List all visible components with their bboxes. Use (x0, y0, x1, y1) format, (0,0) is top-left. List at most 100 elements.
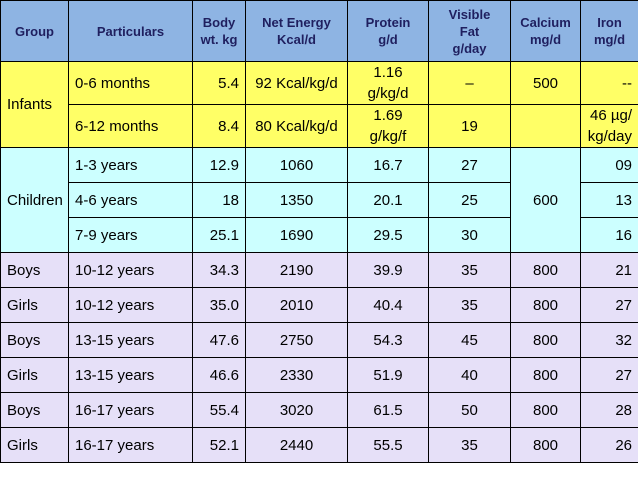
table-row: 4-6 years 18 1350 20.1 25 13 (1, 182, 638, 218)
fat-cell: 45 (428, 322, 511, 358)
particulars-cell: 16-17 years (68, 427, 193, 463)
protein-cell: 61.5 (347, 392, 429, 428)
table-row: 6-12 months 8.4 80 Kcal/kg/d 1.69 g/kg/f 19 4… (1, 104, 638, 148)
group-cell: Children (0, 147, 69, 253)
iron-cell: -- (580, 61, 638, 105)
energy-cell: 2190 (245, 252, 348, 288)
header-cell: Calcium mg/d (510, 0, 581, 62)
nutrition-table: Group Particulars Body wt. kg Net Energy Kc… (0, 0, 638, 463)
table-row: Girls 13-15 years 46.6 2330 51.9 40 800 27 (0, 357, 638, 393)
particulars-cell: 10-12 years (68, 252, 193, 288)
header-cell: Protein g/d (347, 0, 429, 62)
protein-cell: 40.4 (347, 287, 429, 323)
table-row: Boys 13-15 years 47.6 2750 54.3 45 800 32 (0, 322, 638, 358)
protein-cell: 29.5 (347, 217, 429, 253)
particulars-cell: 13-15 years (68, 357, 193, 393)
iron-cell: 27 (580, 357, 638, 393)
energy-cell: 2440 (245, 427, 348, 463)
fat-cell: 19 (428, 104, 511, 148)
particulars-cell: 10-12 years (68, 287, 193, 323)
fat-cell: – (428, 61, 511, 105)
fat-cell: 30 (428, 217, 511, 253)
iron-cell: 32 (580, 322, 638, 358)
body-wt-cell: 5.4 (192, 61, 246, 105)
energy-cell: 1350 (245, 182, 348, 218)
group-cell: Boys (0, 322, 69, 358)
fat-cell: 35 (428, 252, 511, 288)
particulars-cell: 6-12 months (68, 104, 193, 148)
body-wt-cell: 52.1 (192, 427, 246, 463)
energy-cell: 2010 (245, 287, 348, 323)
calcium-cell: 800 (510, 252, 581, 288)
table-row: Boys 16-17 years 55.4 3020 61.5 50 800 28 (0, 392, 638, 428)
iron-cell: 16 (580, 217, 638, 253)
energy-cell: 3020 (245, 392, 348, 428)
table-row: Infants 0-6 months 5.4 92 Kcal/kg/d 1.16 g/k… (0, 61, 638, 148)
particulars-cell: 4-6 years (68, 182, 193, 218)
header-cell: Particulars (68, 0, 193, 62)
energy-cell: 1060 (245, 147, 348, 183)
header-cell: Iron mg/d (580, 0, 638, 62)
calcium-cell: 600 (510, 147, 581, 253)
body-wt-cell: 46.6 (192, 357, 246, 393)
iron-cell: 46 µg/ kg/day (580, 104, 638, 148)
iron-cell: 21 (580, 252, 638, 288)
calcium-cell: 800 (510, 357, 581, 393)
body-wt-cell: 55.4 (192, 392, 246, 428)
energy-cell: 2330 (245, 357, 348, 393)
empty-cell (510, 104, 581, 148)
body-wt-cell: 25.1 (192, 217, 246, 253)
iron-cell: 09 (580, 147, 638, 183)
header-cell: Group (0, 0, 69, 62)
header-cell: Net Energy Kcal/d (245, 0, 348, 62)
protein-cell: 51.9 (347, 357, 429, 393)
protein-cell: 16.7 (347, 147, 429, 183)
table-row: Children 1-3 years 12.9 1060 16.7 27 600 09 (0, 147, 638, 253)
table-body: Infants 0-6 months 5.4 92 Kcal/kg/d 1.16 g/k… (0, 61, 638, 463)
table-row: Boys 10-12 years 34.3 2190 39.9 35 800 21 (0, 252, 638, 288)
particulars-cell: 1-3 years (68, 147, 193, 183)
table-row: Girls 16-17 years 52.1 2440 55.5 35 800 26 (0, 427, 638, 463)
calcium-cell: 500 (510, 61, 581, 105)
protein-cell: 20.1 (347, 182, 429, 218)
energy-cell: 2750 (245, 322, 348, 358)
calcium-cell: 800 (510, 287, 581, 323)
body-wt-cell: 8.4 (192, 104, 246, 148)
header-row: Group Particulars Body wt. kg Net Energy Kc… (0, 0, 638, 62)
body-wt-cell: 18 (192, 182, 246, 218)
fat-cell: 25 (428, 182, 511, 218)
body-wt-cell: 34.3 (192, 252, 246, 288)
energy-cell: 80 Kcal/kg/d (245, 104, 348, 148)
fat-cell: 50 (428, 392, 511, 428)
particulars-cell: 0-6 months (68, 61, 193, 105)
fat-cell: 27 (428, 147, 511, 183)
protein-cell: 1.16 g/kg/d (347, 61, 429, 105)
energy-cell: 92 Kcal/kg/d (245, 61, 348, 105)
fat-cell: 35 (428, 427, 511, 463)
group-cell: Girls (0, 357, 69, 393)
group-cell: Girls (0, 427, 69, 463)
body-wt-cell: 47.6 (192, 322, 246, 358)
calcium-cell: 800 (510, 427, 581, 463)
particulars-cell: 13-15 years (68, 322, 193, 358)
fat-cell: 35 (428, 287, 511, 323)
protein-cell: 39.9 (347, 252, 429, 288)
protein-cell: 54.3 (347, 322, 429, 358)
header-cell: Visible Fat g/day (428, 0, 511, 62)
group-cell: Girls (0, 287, 69, 323)
group-cell: Infants (0, 61, 69, 148)
particulars-cell: 16-17 years (68, 392, 193, 428)
fat-cell: 40 (428, 357, 511, 393)
body-wt-cell: 35.0 (192, 287, 246, 323)
table-row: Girls 10-12 years 35.0 2010 40.4 35 800 27 (0, 287, 638, 323)
protein-cell: 55.5 (347, 427, 429, 463)
header-cell: Body wt. kg (192, 0, 246, 62)
iron-cell: 27 (580, 287, 638, 323)
iron-cell: 26 (580, 427, 638, 463)
calcium-cell: 800 (510, 322, 581, 358)
particulars-cell: 7-9 years (68, 217, 193, 253)
protein-cell: 1.69 g/kg/f (347, 104, 429, 148)
energy-cell: 1690 (245, 217, 348, 253)
group-cell: Boys (0, 252, 69, 288)
iron-cell: 13 (580, 182, 638, 218)
